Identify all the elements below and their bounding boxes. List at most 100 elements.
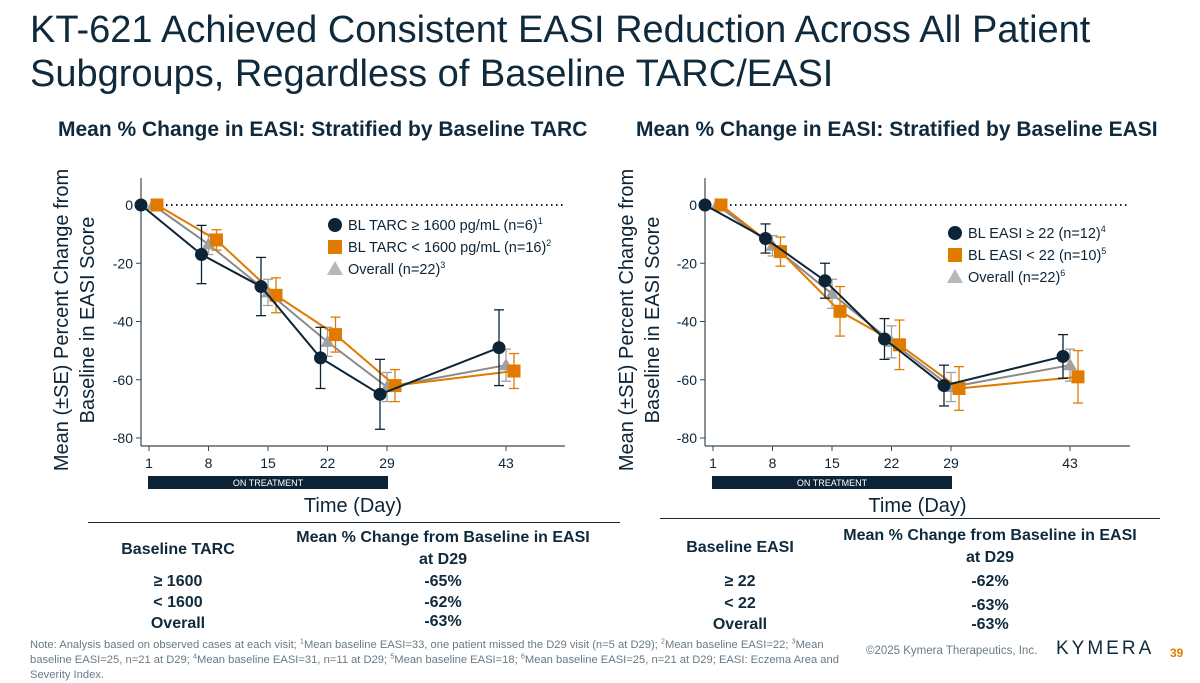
y-axis-title-line: Mean (±SE) Percent Change from [51,169,73,471]
data-point-square [150,198,164,212]
note-sup: 3 [791,636,796,646]
y-tick-label: -20 [677,255,697,271]
table-cell: < 1600 [153,594,203,611]
note-text: Mean baseline EASI=33, one patient misse… [303,639,661,651]
data-point-square [893,338,906,352]
legend-marker-circle [328,218,342,232]
legend-marker-square [328,240,342,254]
page-number: 39 [1170,646,1184,660]
y-tick-label: -20 [113,255,133,271]
y-tick-label: -60 [677,372,697,388]
data-point-circle [254,280,268,294]
chart-title-easi: Mean % Change in EASI: Stratified by Bas… [636,118,1158,141]
table-header-value: Mean % Change from Baseline in EASI [843,527,1137,544]
legend-footnote-ref: 2 [546,238,551,248]
table-header-value-2: at D29 [418,551,468,568]
data-point-circle [698,198,712,212]
chart-title-tarc: Mean % Change in EASI: Stratified by Bas… [58,118,588,141]
data-point-circle [1056,349,1070,363]
x-tick-label: 22 [884,455,900,471]
kymera-logo: KYMERA [1056,638,1155,659]
table-header-value: Mean % Change from Baseline in EASI [296,529,590,546]
data-point-square [329,328,342,342]
legend-footnote-ref: 5 [1101,246,1106,256]
legend-label: BL EASI ≥ 22 (n=12)4 [968,224,1106,242]
x-tick-label: 43 [498,455,514,471]
data-point-square [1071,370,1085,384]
copyright: ©2025 Kymera Therapeutics, Inc. [866,645,1038,657]
table-cell: ≥ 22 [724,573,756,590]
note-text: Mean baseline EASI=22; [664,639,792,651]
x-tick-label: 8 [205,455,213,471]
legend-footnote-ref: 6 [1060,268,1065,278]
on-treatment-bar [148,476,388,489]
footnote: Note: Analysis based on observed cases a… [30,636,856,683]
x-axis-title: Time (Day) [304,495,402,517]
note-text: Mean baseline EASI=31, n=11 at D29; [197,654,391,666]
x-tick-label: 43 [1062,455,1078,471]
table-header-group: Baseline TARC [121,541,235,558]
table-cell: Overall [712,616,768,633]
note-text: Mean baseline EASI=18; [394,654,521,666]
note-sup: 1 [299,636,304,646]
x-tick-label: 8 [769,455,777,471]
table-cell: -62% [424,594,462,611]
table-cell: -63% [971,597,1009,614]
table-easi: Baseline EASI Mean % Change from Baselin… [660,518,1160,633]
data-point-circle [878,332,891,346]
note-sup: 2 [660,636,665,646]
x-tick-label: 29 [943,455,959,471]
note-sup: 6 [520,651,525,661]
x-axis-title: Time (Day) [868,495,966,517]
data-point-square [774,245,787,259]
table-header-group: Baseline EASI [686,539,794,556]
legend-label: BL EASI < 22 (n=10)5 [968,246,1106,264]
legend-label: Overall (n=22)3 [348,260,445,278]
table-header-value-2: at D29 [965,549,1015,566]
chart-0: 0 -20 -40 -60 -80 1 8 15 22 29 43 ON TREATMENTTime … [51,169,565,517]
legend-marker-square [948,248,962,262]
on-treatment-bar [712,476,952,489]
legend-marker-triangle [947,269,963,283]
table-cell: -65% [424,573,462,590]
y-axis-title-line: Mean (±SE) Percent Change from [616,169,638,471]
x-tick-label: 1 [145,455,153,471]
y-tick-label: -40 [677,314,697,330]
table-cell: ≥ 1600 [153,573,203,590]
data-point-circle [937,379,951,393]
y-axis-title-line: Baseline in EASI Score [77,217,99,424]
y-tick-label: -40 [113,314,133,330]
legend-label: BL TARC < 1600 pg/mL (n=16)2 [348,238,551,256]
y-tick-label: -80 [113,430,133,446]
x-tick-label: 22 [320,455,336,471]
legend-marker-circle [948,226,962,240]
series-line [156,204,515,387]
data-point-square [952,381,966,395]
series-line [140,204,500,396]
data-point-circle [373,387,387,401]
data-point-triangle [320,334,335,347]
table-cell: < 22 [724,595,756,612]
table-cell: -63% [424,613,462,630]
slide-title: KT-621 Achieved Consistent EASI Reductio… [30,9,1091,95]
data-point-square [714,198,728,212]
data-point-square [833,304,847,318]
x-tick-label: 15 [260,455,276,471]
legend-footnote-ref: 3 [440,260,445,270]
series-line [704,204,1064,387]
on-treatment-label: ON TREATMENT [797,478,868,488]
legend-marker-triangle [327,261,343,275]
data-point-square [507,364,521,378]
data-point-circle [492,341,506,355]
x-tick-label: 1 [709,455,717,471]
table-cell: -63% [971,616,1009,633]
data-point-square [210,233,223,247]
table-cell: -62% [971,573,1009,590]
data-point-circle [314,351,327,365]
chart-1: 0 -20 -40 -60 -80 1 8 15 22 29 43 ON TREATMENTTime … [616,169,1130,517]
x-tick-label: 29 [379,455,395,471]
table-tarc: Baseline TARC Mean % Change from Baselin… [88,522,620,633]
y-tick-label: -80 [677,430,697,446]
legend-label: BL TARC ≥ 1600 pg/mL (n=6)1 [348,216,543,234]
